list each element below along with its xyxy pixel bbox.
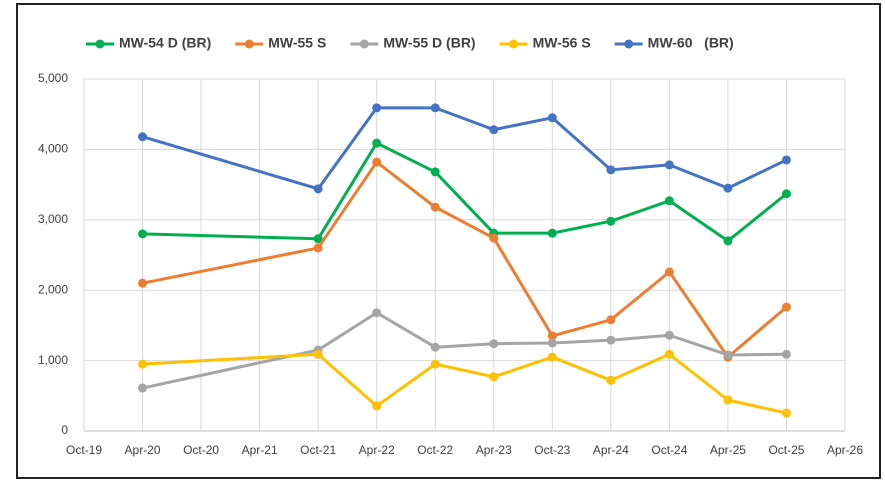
- data-point: [547, 228, 557, 238]
- data-point: [723, 183, 733, 193]
- x-tick-label: Oct-21: [300, 443, 336, 457]
- legend-label: MW-54 D (BR): [119, 35, 211, 51]
- data-point: [372, 103, 382, 113]
- legend-marker: [624, 39, 634, 49]
- x-tick-label: Oct-23: [534, 443, 570, 457]
- y-tick-label: 3,000: [38, 212, 68, 226]
- x-tick-label: Oct-19: [66, 443, 102, 457]
- data-point: [138, 359, 148, 369]
- data-point: [664, 196, 674, 206]
- data-point: [547, 338, 557, 348]
- data-point: [430, 202, 440, 212]
- x-tick-label: Oct-20: [183, 443, 219, 457]
- data-point: [430, 103, 440, 113]
- data-point: [313, 349, 323, 359]
- series-line: [142, 352, 787, 415]
- data-point: [430, 359, 440, 369]
- data-point: [606, 165, 616, 175]
- grid: 0 1,000 2,000 3,000 4,000 5,000 Oct-19 Apr-20 Oc…: [38, 71, 863, 457]
- y-tick-label: 1,000: [38, 353, 68, 367]
- data-point: [781, 349, 791, 359]
- data-point: [547, 331, 557, 341]
- y-tick-label: 2,000: [38, 282, 68, 296]
- data-point: [138, 229, 148, 239]
- x-tick-label: Oct-25: [768, 443, 804, 457]
- data-point: [547, 113, 557, 123]
- data-point: [313, 234, 323, 244]
- plot: [138, 103, 791, 418]
- x-tick-label: Oct-24: [651, 443, 687, 457]
- data-point: [372, 138, 382, 148]
- data-point: [138, 383, 148, 393]
- data-point: [606, 375, 616, 385]
- data-point: [781, 189, 791, 199]
- data-point: [313, 243, 323, 253]
- y-tick-label: 5,000: [38, 71, 68, 85]
- data-point: [138, 132, 148, 142]
- x-tick-label: Apr-22: [359, 443, 395, 457]
- data-point: [430, 167, 440, 177]
- x-tick-label: Apr-21: [242, 443, 278, 457]
- data-point: [430, 342, 440, 352]
- legend-label: MW-55 S: [268, 35, 326, 51]
- series-line: [142, 106, 788, 191]
- series-line: [142, 141, 788, 243]
- legend-label: MW-56 S: [533, 35, 591, 51]
- data-point: [372, 401, 382, 411]
- data-point: [372, 308, 382, 318]
- data-point: [372, 157, 382, 167]
- data-point: [313, 184, 323, 194]
- data-point: [489, 125, 499, 135]
- legend-label: MW-55 D (BR): [383, 35, 475, 51]
- x-tick-label: Apr-24: [593, 443, 629, 457]
- series-line: [142, 160, 788, 359]
- legend-marker: [95, 39, 105, 49]
- data-point: [664, 160, 674, 170]
- data-point: [489, 233, 499, 243]
- legend-marker: [509, 39, 519, 49]
- legend-label: MW-60 (BR): [648, 35, 734, 51]
- data-point: [723, 236, 733, 246]
- series-line: [142, 311, 787, 390]
- data-point: [547, 352, 557, 362]
- x-tick-label: Apr-20: [125, 443, 161, 457]
- data-point: [664, 267, 674, 277]
- data-point: [723, 395, 733, 405]
- data-point: [606, 216, 616, 226]
- data-point: [664, 349, 674, 359]
- x-tick-label: Apr-25: [710, 443, 746, 457]
- y-tick-label: 0: [61, 423, 68, 437]
- x-tick-label: Oct-22: [417, 443, 453, 457]
- data-point: [664, 330, 674, 340]
- x-tick-label: Apr-26: [827, 443, 863, 457]
- legend-marker: [359, 39, 369, 49]
- data-point: [781, 155, 791, 165]
- chart-frame: [16, 3, 881, 479]
- data-point: [781, 408, 791, 418]
- data-point: [138, 278, 148, 288]
- x-tick-label: Apr-23: [476, 443, 512, 457]
- data-point: [489, 372, 499, 382]
- data-point: [723, 350, 733, 360]
- data-point: [606, 315, 616, 325]
- y-tick-label: 4,000: [38, 142, 68, 156]
- legend: MW-54 D (BR) MW-55 S MW-55 D (BR) MW-56 S MW…: [86, 35, 734, 51]
- legend-marker: [244, 39, 254, 49]
- data-point: [781, 302, 791, 312]
- data-point: [606, 335, 616, 345]
- data-point: [489, 339, 499, 349]
